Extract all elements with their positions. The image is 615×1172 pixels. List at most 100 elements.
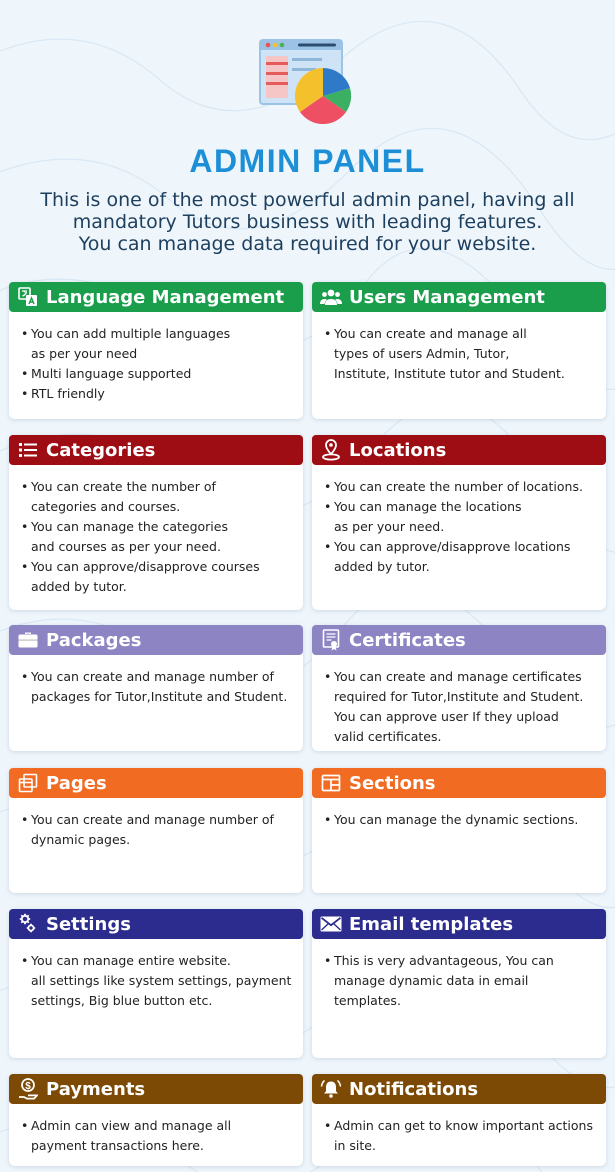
card-title: Categories [46, 439, 156, 461]
briefcase-icon [17, 629, 39, 651]
bell-icon [320, 1078, 342, 1100]
feature-card: Locations You can create the number of lo… [312, 435, 606, 610]
list-icon [17, 439, 39, 461]
bullet-text: You can approve/disapprove locations [334, 539, 571, 554]
card-title: Certificates [349, 629, 466, 651]
card-bullet-list: This is very advantageous, You can manage… [322, 951, 602, 1011]
feature-card: $ Payments Admin can view and manage all pa… [9, 1074, 303, 1166]
card-bullet-list: You can create the number of categories a… [19, 477, 299, 597]
card-header: Notifications [312, 1074, 606, 1104]
feature-card: Pages You can create and manage number of… [9, 768, 303, 893]
page-subtitle: This is one of the most powerful admin p… [20, 189, 595, 255]
bullet-text: RTL friendly [31, 386, 105, 401]
card-header: Email templates [312, 909, 606, 939]
card-bullet-list: You can create the number of locations. Y… [322, 477, 602, 577]
bullet-text: You can create the number of [31, 479, 216, 494]
card-title: Packages [46, 629, 142, 651]
bullet-text: You can create the number of locations. [334, 479, 583, 494]
page-title: ADMIN PANEL [189, 143, 426, 179]
card-bullet-list: Admin can view and manage all payment tra… [19, 1116, 299, 1156]
feature-card: Email templates This is very advantageous… [312, 909, 606, 1058]
bullet-item: Admin can view and manage all payment tra… [19, 1116, 299, 1156]
bullet-text: added by tutor. [334, 559, 430, 574]
card-header: Settings [9, 909, 303, 939]
card-title: Notifications [349, 1078, 479, 1100]
card-bullet-list: Admin can get to know important actions i… [322, 1116, 602, 1156]
bullet-text: and courses as per your need. [31, 539, 221, 554]
bullet-item: You can create and manage number of packa… [19, 667, 299, 707]
card-title: Settings [46, 913, 131, 935]
money-hand-icon: $ [17, 1078, 39, 1100]
card-title: Pages [46, 772, 107, 794]
bullet-text: You can create and manage number of [31, 669, 274, 684]
bullet-item: You can manage the dynamic sections. [322, 810, 602, 830]
bullet-text: You can add multiple languages [31, 326, 231, 341]
card-header: Packages [9, 625, 303, 655]
bullet-item: RTL friendly [19, 384, 299, 404]
bullet-text: manage dynamic data in email [334, 973, 529, 988]
bullet-text: dynamic pages. [31, 832, 131, 847]
bullet-text: Admin can view and manage all [31, 1118, 232, 1133]
pages-icon [17, 772, 39, 794]
bullet-text: valid certificates. [334, 729, 442, 744]
card-title: Sections [349, 772, 436, 794]
bullet-text: This is very advantageous, You can [334, 953, 554, 968]
bullet-text: payment transactions here. [31, 1138, 204, 1153]
bullet-item: You can create and manage certificates re… [322, 667, 602, 747]
envelope-icon [320, 913, 342, 935]
feature-card: Users Management You can create and manag… [312, 282, 606, 419]
card-title: Language Management [46, 286, 285, 308]
bullet-text: all settings like system settings, payme… [31, 973, 292, 988]
admin-dashboard-icon [259, 39, 352, 125]
card-header: Pages [9, 768, 303, 798]
feature-card: Certificates You can create and manage ce… [312, 625, 606, 751]
card-header: Language Management [9, 282, 303, 312]
bullet-item: You can create the number of locations. [322, 477, 602, 497]
bullet-text: Institute, Institute tutor and Student. [334, 366, 565, 381]
bullet-text: You can create and manage certificates [334, 669, 582, 684]
subtitle-line: mandatory Tutors business with leading f… [72, 211, 543, 233]
card-bullet-list: You can manage entire website. all settin… [19, 951, 299, 1011]
bullet-text: settings, Big blue button etc. [31, 993, 213, 1008]
bullet-text: templates. [334, 993, 401, 1008]
card-title: Email templates [349, 913, 514, 935]
bullet-text: added by tutor. [31, 579, 127, 594]
bullet-text: in site. [334, 1138, 376, 1153]
users-icon [320, 286, 342, 308]
bullet-text: categories and courses. [31, 499, 181, 514]
card-title: Users Management [349, 286, 545, 308]
language-icon [17, 286, 39, 308]
card-title: Locations [349, 439, 447, 461]
bullet-text: types of users Admin, Tutor, [334, 346, 510, 361]
feature-card: Settings You can manage entire website. al… [9, 909, 303, 1058]
card-bullet-list: You can create and manage number of packa… [19, 667, 299, 707]
subtitle-line: You can manage data required for your we… [78, 233, 537, 255]
card-header: Sections [312, 768, 606, 798]
feature-card: Sections You can manage the dynamic secti… [312, 768, 606, 893]
bullet-item: This is very advantageous, You can manage… [322, 951, 602, 1011]
bullet-text: as per your need [31, 346, 138, 361]
sections-icon [320, 772, 342, 794]
bullet-text: required for Tutor,Institute and Student… [334, 689, 584, 704]
bullet-text: You can manage the dynamic sections. [334, 812, 579, 827]
card-bullet-list: You can manage the dynamic sections. [322, 810, 602, 830]
location-pin-icon [320, 439, 342, 461]
card-bullet-list: You can create and manage number of dynam… [19, 810, 299, 850]
card-header: $ Payments [9, 1074, 303, 1104]
gears-icon [17, 913, 39, 935]
card-header: Users Management [312, 282, 606, 312]
svg-text:$: $ [25, 1081, 31, 1092]
bullet-text: Multi language supported [31, 366, 192, 381]
certificate-icon [320, 629, 342, 651]
bullet-item: You can manage the categories and courses… [19, 517, 299, 557]
bullet-text: You can manage the locations [334, 499, 522, 514]
card-header: Locations [312, 435, 606, 465]
bullet-text: You can create and manage number of [31, 812, 274, 827]
bullet-item: You can approve/disapprove locations adde… [322, 537, 602, 577]
bullet-text: packages for Tutor,Institute and Student… [31, 689, 288, 704]
bullet-item: You can create the number of categories a… [19, 477, 299, 517]
bullet-item: You can add multiple languages as per you… [19, 324, 299, 364]
bullet-text: You can create and manage all [334, 326, 527, 341]
bullet-item: You can create and manage all types of us… [322, 324, 602, 384]
card-title: Payments [46, 1078, 146, 1100]
